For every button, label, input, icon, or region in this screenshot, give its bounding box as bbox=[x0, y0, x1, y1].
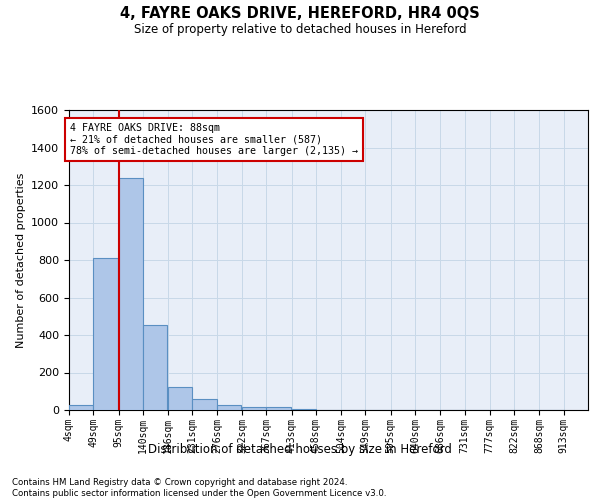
Bar bbox=[69, 406, 94, 410]
Y-axis label: Number of detached properties: Number of detached properties bbox=[16, 172, 26, 348]
Bar bbox=[266, 408, 291, 410]
Bar bbox=[292, 408, 316, 410]
Text: 4, FAYRE OAKS DRIVE, HEREFORD, HR4 0QS: 4, FAYRE OAKS DRIVE, HEREFORD, HR4 0QS bbox=[120, 6, 480, 20]
Bar bbox=[94, 258, 118, 410]
Text: 4 FAYRE OAKS DRIVE: 88sqm
← 21% of detached houses are smaller (587)
78% of semi: 4 FAYRE OAKS DRIVE: 88sqm ← 21% of detac… bbox=[70, 123, 358, 156]
Text: Size of property relative to detached houses in Hereford: Size of property relative to detached ho… bbox=[134, 22, 466, 36]
Bar bbox=[143, 324, 167, 410]
Bar bbox=[119, 178, 143, 410]
Bar bbox=[168, 386, 193, 410]
Bar bbox=[193, 399, 217, 410]
Bar bbox=[217, 405, 241, 410]
Bar bbox=[242, 406, 266, 410]
Text: Contains HM Land Registry data © Crown copyright and database right 2024.
Contai: Contains HM Land Registry data © Crown c… bbox=[12, 478, 386, 498]
Text: Distribution of detached houses by size in Hereford: Distribution of detached houses by size … bbox=[148, 442, 452, 456]
